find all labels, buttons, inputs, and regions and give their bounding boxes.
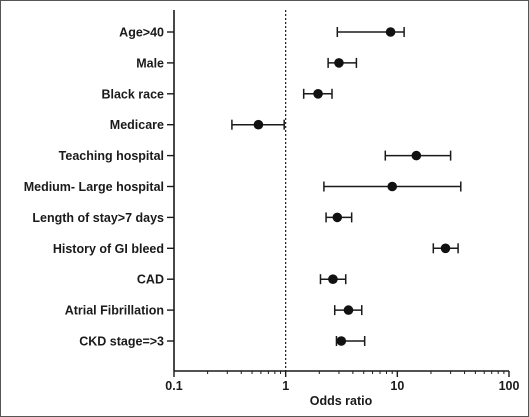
axes: 0.1 1 10 100 Age>40 Male Black race Medicare Tea… <box>24 10 520 393</box>
x-tick-label: 0.1 <box>165 379 182 393</box>
row-label: Medium- Large hospital <box>24 180 164 194</box>
row-label: Age>40 <box>119 26 164 40</box>
row-label: History of GI bleed <box>53 242 164 256</box>
x-tick-label: 1 <box>282 379 289 393</box>
odds-ratio-point <box>387 181 398 192</box>
row-label: Atrial Fibrillation <box>65 304 164 318</box>
row-label: Black race <box>101 87 164 101</box>
odds-ratio-point <box>328 274 338 285</box>
x-tick-label: 10 <box>390 379 404 393</box>
odds-ratio-point <box>336 336 347 346</box>
row-label: Medicare <box>110 118 164 132</box>
odds-ratio-point <box>332 212 343 223</box>
odds-ratio-point <box>411 150 422 161</box>
odds-ratio-point <box>334 58 344 68</box>
row-label: Male <box>136 56 164 70</box>
row-label: Teaching hospital <box>59 149 164 163</box>
odds-ratio-point <box>385 27 396 37</box>
odds-ratio-point <box>253 119 264 130</box>
plot-marks <box>231 27 462 346</box>
row-label: CAD <box>137 273 164 287</box>
odds-ratio-point <box>313 89 323 99</box>
row-label: Length of stay>7 days <box>32 211 164 225</box>
odds-ratio-point <box>440 243 451 254</box>
x-tick-label: 100 <box>499 379 520 393</box>
odds-ratio-point <box>343 305 354 315</box>
row-label: CKD stage=>3 <box>79 335 164 349</box>
x-axis-label: Odds ratio <box>310 394 373 408</box>
